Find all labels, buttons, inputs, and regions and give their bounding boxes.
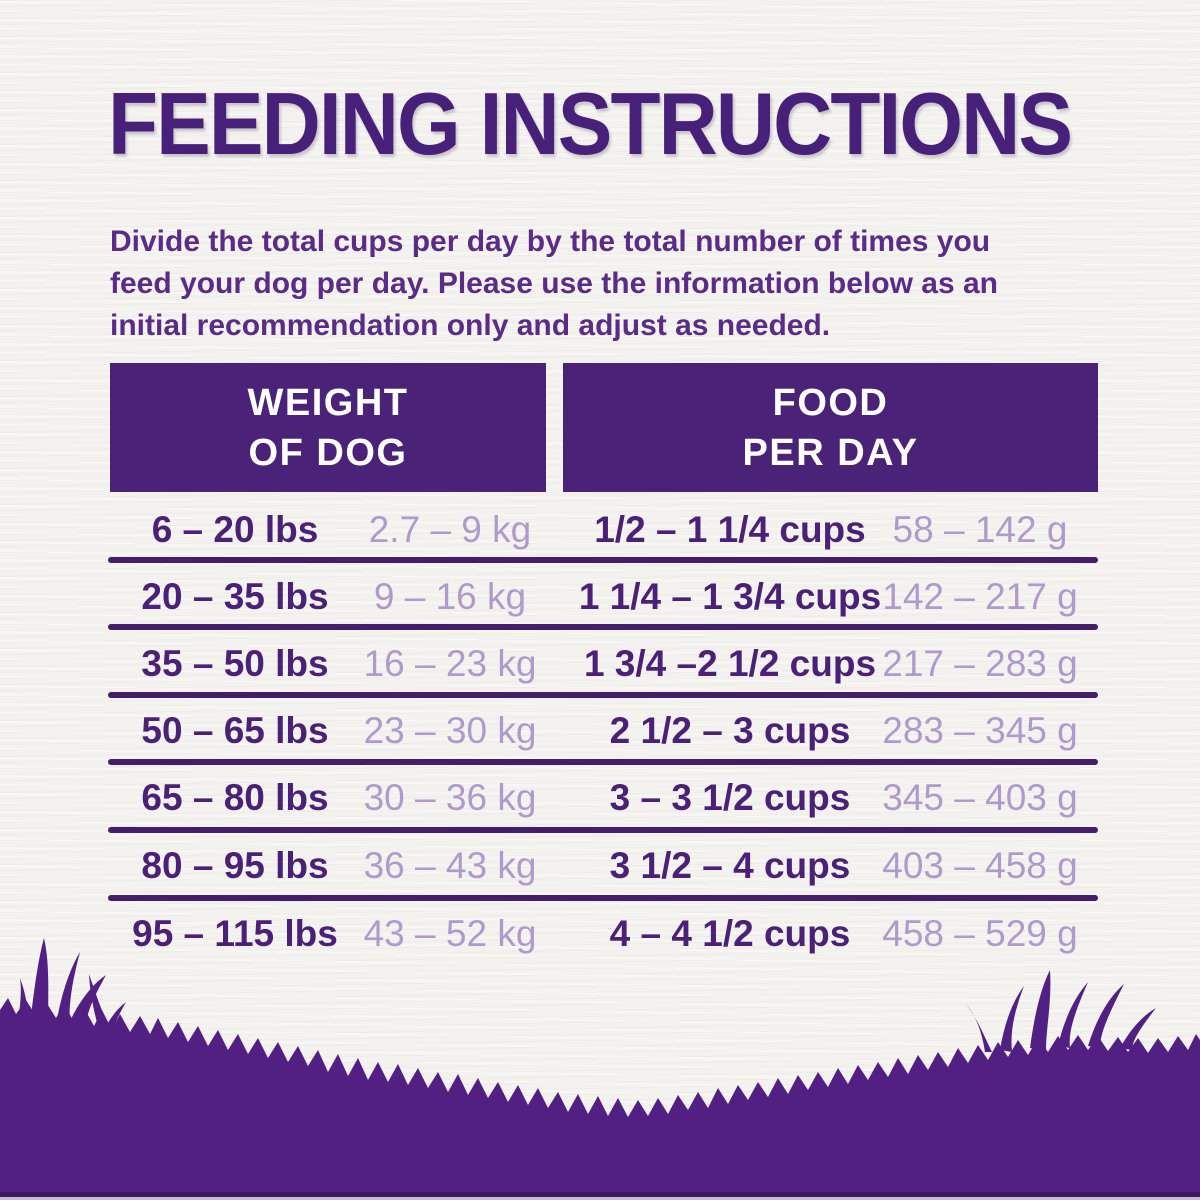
food-grams-cell: 58 – 142 g [892, 509, 1068, 550]
weight-lbs-cell: 6 – 20 lbs [151, 509, 319, 550]
header-line: WEIGHT [247, 381, 409, 424]
food-grams-cell: 345 – 403 g [882, 777, 1078, 818]
row-divider [108, 759, 1098, 765]
table-row: 35 – 50 lbs 16 – 23 kg 1 3/4 –2 1/2 cups… [110, 638, 1098, 690]
intro-line: Divide the total cups per day by the tot… [110, 225, 991, 258]
weight-kg-cell: 43 – 52 kg [363, 913, 537, 954]
weight-lbs-cell: 50 – 65 lbs [141, 710, 329, 751]
food-cups-cell: 1 1/4 – 1 3/4 cups [578, 576, 882, 617]
weight-lbs-cell: 20 – 35 lbs [141, 576, 329, 617]
table-row: 6 – 20 lbs 2.7 – 9 kg 1/2 – 1 1/4 cups 5… [110, 504, 1098, 556]
row-divider [108, 557, 1098, 563]
weight-lbs-cell: 35 – 50 lbs [141, 643, 329, 684]
row-divider [108, 692, 1098, 698]
row-divider [108, 827, 1098, 833]
table-row: 65 – 80 lbs 30 – 36 kg 3 – 3 1/2 cups 34… [110, 772, 1098, 824]
food-cups-cell: 4 – 4 1/2 cups [609, 913, 851, 954]
table-row: 20 – 35 lbs 9 – 16 kg 1 1/4 – 1 3/4 cups… [110, 571, 1098, 623]
food-grams-cell: 217 – 283 g [882, 643, 1078, 684]
weight-kg-cell: 16 – 23 kg [363, 643, 537, 684]
weight-lbs-cell: 65 – 80 lbs [141, 777, 329, 818]
food-cups-cell: 1 3/4 –2 1/2 cups [583, 643, 877, 684]
intro-line: initial recommendation only and adjust a… [110, 309, 831, 342]
food-cups-cell: 1/2 – 1 1/4 cups [594, 509, 866, 550]
food-cups-cell: 2 1/2 – 3 cups [609, 710, 851, 751]
weight-kg-cell: 2.7 – 9 kg [368, 509, 532, 550]
weight-kg-cell: 36 – 43 kg [363, 845, 537, 886]
food-cups-cell: 3 1/2 – 4 cups [609, 845, 851, 886]
intro-paragraph: Divide the total cups per day by the tot… [110, 221, 998, 347]
row-divider [108, 895, 1098, 901]
weight-kg-cell: 23 – 30 kg [363, 710, 537, 751]
intro-line: feed your dog per day. Please use the in… [110, 267, 998, 300]
table-row: 50 – 65 lbs 23 – 30 kg 2 1/2 – 3 cups 28… [110, 705, 1098, 757]
table-row: 95 – 115 lbs 43 – 52 kg 4 – 4 1/2 cups 4… [110, 908, 1098, 960]
weight-lbs-cell: 80 – 95 lbs [141, 845, 329, 886]
food-grams-cell: 458 – 529 g [882, 913, 1078, 954]
weight-kg-cell: 30 – 36 kg [363, 777, 537, 818]
table-row: 80 – 95 lbs 36 – 43 kg 3 1/2 – 4 cups 40… [110, 840, 1098, 892]
header-line: OF DOG [248, 431, 408, 474]
food-grams-cell: 283 – 345 g [882, 710, 1078, 751]
page-title: FEEDING INSTRUCTIONS [108, 74, 1073, 173]
header-line: PER DAY [742, 431, 919, 474]
weight-lbs-cell: 95 – 115 lbs [132, 913, 338, 954]
column-header-food-per-day: FOOD PER DAY [563, 363, 1098, 492]
grass-silhouette [0, 938, 1200, 1200]
food-grams-cell: 403 – 458 g [882, 845, 1078, 886]
header-line: FOOD [772, 381, 889, 424]
food-grams-cell: 142 – 217 g [882, 576, 1078, 617]
food-cups-cell: 3 – 3 1/2 cups [609, 777, 851, 818]
column-header-weight-of-dog: WEIGHT OF DOG [110, 363, 546, 492]
weight-kg-cell: 9 – 16 kg [373, 576, 527, 617]
row-divider [108, 624, 1098, 630]
